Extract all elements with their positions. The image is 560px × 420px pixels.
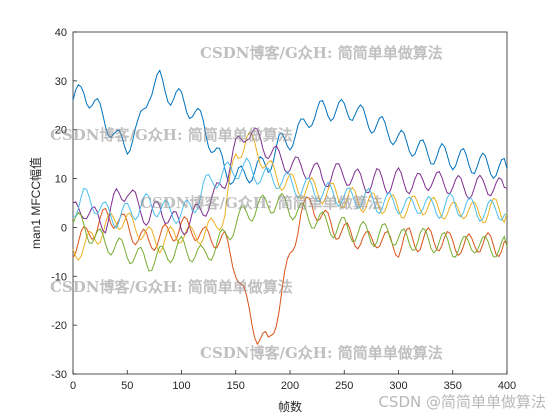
x-tick-label: 200 — [281, 380, 299, 392]
y-tick-label: 20 — [55, 125, 67, 137]
x-tick-label: 300 — [389, 380, 407, 392]
x-axis-label: 帧数 — [278, 399, 302, 414]
x-tick-label: 0 — [70, 380, 76, 392]
y-tick-label: -10 — [51, 271, 67, 283]
series-line-4 — [72, 127, 508, 236]
y-tick-label: 40 — [55, 27, 67, 39]
x-tick-label: 100 — [172, 380, 190, 392]
x-tick-label: 350 — [444, 380, 462, 392]
watermark-overlay-1: CSDN博客/G众H: 简简单单做算法 — [200, 44, 443, 62]
watermark-overlays: CSDN博客/G众H: 简简单单做算法 CSDN博客/G众H: 简简单单做算法 … — [50, 44, 443, 362]
watermark-overlay-4: CSDN博客/G众H: 简简单单做算法 — [50, 278, 293, 296]
corner-watermark: CSDN @简简单单做算法 — [378, 393, 546, 411]
y-axis-label: man1 MFCC幅值 — [28, 157, 43, 249]
x-tick-label: 50 — [121, 380, 133, 392]
x-tick-label: 250 — [335, 380, 353, 392]
watermark-overlay-3: CSDN博客/G众H: 简简单单做算法 — [140, 194, 383, 212]
series-line-6 — [72, 157, 508, 229]
y-tick-label: 0 — [61, 222, 67, 234]
x-tick-label: 150 — [227, 380, 245, 392]
series-line-1 — [72, 69, 508, 186]
plot-area — [72, 31, 508, 375]
x-tick-label: 400 — [498, 380, 516, 392]
y-tick-label: -20 — [51, 320, 67, 332]
y-tick-label: 10 — [55, 174, 67, 186]
series-line-3 — [72, 132, 508, 261]
y-tick-label: -30 — [51, 369, 67, 381]
y-tick-label: 30 — [55, 76, 67, 88]
watermark-overlay-5: CSDN博客/G众H: 简简单单做算法 — [200, 344, 443, 362]
series-line-5 — [72, 192, 508, 272]
watermark-overlay-2: CSDN博客/G众H: 简简单单做算法 — [50, 126, 293, 144]
